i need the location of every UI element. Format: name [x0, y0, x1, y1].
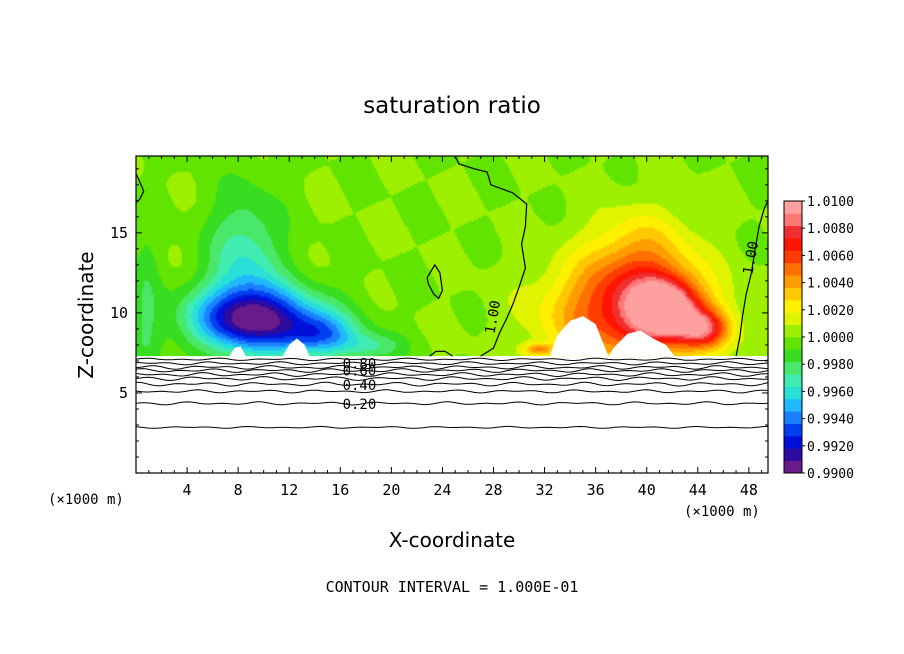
colorbar-label: 0.9980 [807, 358, 854, 373]
x-tick-label: 4 [183, 481, 192, 499]
contour-1.00-floor [429, 350, 453, 357]
x-tick-label: 24 [433, 481, 451, 499]
colorbar-band [784, 225, 802, 239]
y-axis-label: Z-coordinate [74, 251, 98, 378]
y-tick-label: 15 [110, 224, 128, 242]
colorbar-label: 0.9960 [807, 385, 854, 400]
contour-line [135, 401, 769, 406]
contour-line [135, 368, 769, 373]
contour-label: 1.00 [483, 299, 505, 335]
y-axis: 5 10 15 [110, 168, 768, 458]
plot-area: 0.800.600.40 0.20 1.00 1.00 [135, 155, 769, 474]
colorbar-label: 0.9920 [807, 440, 854, 455]
colorbar-bands [784, 201, 802, 474]
colorbar-band [784, 324, 802, 338]
dry-bump-2 [229, 346, 246, 357]
y-tick-label: 10 [110, 304, 128, 322]
x-tick-label: 44 [689, 481, 707, 499]
contour-label: 0.20 [343, 397, 377, 413]
contour-1.00-left [135, 173, 145, 203]
contour-1.00-center [454, 155, 528, 357]
colorbar-label: 1.0000 [807, 331, 854, 346]
colorbar-band [784, 349, 802, 363]
colorbar-label: 0.9940 [807, 413, 854, 428]
colorbar-band [784, 299, 802, 313]
contour-line [135, 381, 769, 387]
colorbar-band [784, 435, 802, 449]
colorbar-band [784, 386, 802, 400]
colorbar-band [784, 250, 802, 264]
x-unit-left: (×1000 m) [48, 492, 124, 508]
chart-title: saturation ratio [363, 93, 541, 119]
y-tick-label: 5 [119, 384, 128, 402]
colorbar-band [784, 423, 802, 437]
saturated-regions [229, 316, 675, 357]
contour-line [135, 364, 769, 370]
contour-1.00-closed [426, 263, 444, 300]
colorbar-band [784, 460, 802, 474]
colorbar-band [784, 312, 802, 326]
x-tick-label: 28 [484, 481, 502, 499]
contour-line [135, 376, 769, 382]
colorbar-band [784, 262, 802, 276]
colorbar-band [784, 238, 802, 251]
x-tick-label: 8 [234, 481, 243, 499]
contour-labels: 0.800.600.40 0.20 1.00 1.00 [343, 240, 763, 413]
contour-line [135, 361, 769, 366]
x-tick-label: 20 [382, 481, 400, 499]
colorbar-band [784, 398, 802, 412]
x-tick-label: 36 [587, 481, 605, 499]
contour-line [135, 425, 769, 429]
colorbar-band [784, 374, 802, 387]
lower-contour-lines [135, 357, 769, 429]
saturation-field [136, 156, 768, 357]
x-tick-label: 48 [740, 481, 758, 499]
colorbar-band [784, 448, 802, 462]
unity-contour-lines [135, 155, 769, 357]
x-tick-label: 16 [331, 481, 349, 499]
colorbar: 1.0100 1.0080 1.0060 1.0040 1.0020 1.0000 0.99… [783, 195, 854, 482]
colorbar-band [784, 411, 802, 424]
colorbar-label: 1.0020 [807, 304, 854, 319]
colorbar-band [784, 361, 802, 375]
x-unit-right: (×1000 m) [684, 504, 760, 520]
contour-line [135, 389, 769, 394]
colorbar-labels: 1.0100 1.0080 1.0060 1.0040 1.0020 1.0000 0.99… [802, 195, 854, 482]
colorbar-label: 0.9900 [807, 467, 854, 482]
colorbar-label: 1.0080 [807, 222, 854, 237]
plot-frame [135, 155, 769, 474]
x-tick-label: 40 [638, 481, 656, 499]
colorbar-label: 1.0040 [807, 277, 854, 292]
x-axis-label: X-coordinate [389, 528, 516, 552]
colorbar-label: 1.0060 [807, 249, 854, 264]
contour-label: 1.00 [740, 240, 762, 276]
dry-bump-west [282, 338, 310, 357]
colorbar-band [784, 213, 802, 227]
saturated-bump-1 [549, 316, 609, 357]
contour-label: 0.80 [343, 356, 377, 372]
colorbar-band [784, 287, 802, 301]
contour-label: 0.60 [343, 364, 377, 380]
x-tick-label: 12 [280, 481, 298, 499]
x-axis: 4 8 12 16 20 24 28 32 36 40 44 48 [148, 156, 763, 499]
contour-1.00-east [735, 200, 769, 357]
colorbar-band [784, 201, 802, 214]
contour-line [135, 357, 769, 362]
colorbar-label: 1.0100 [807, 195, 854, 210]
contour-line [135, 372, 769, 378]
contour-label: 0.40 [343, 378, 377, 394]
colorbar-band [784, 337, 802, 350]
x-tick-label: 32 [536, 481, 554, 499]
saturated-bump-2 [608, 330, 675, 357]
contour-interval-note: CONTOUR INTERVAL = 1.000E-01 [326, 578, 579, 596]
colorbar-band [784, 275, 802, 288]
